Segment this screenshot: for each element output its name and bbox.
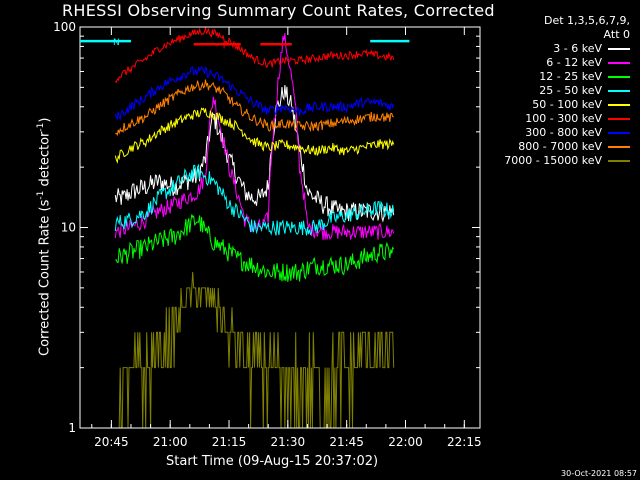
legend-label: 100 - 300 keV — [525, 112, 602, 125]
chart-title: RHESSI Observing Summary Count Rates, Co… — [62, 1, 495, 20]
y-tick-label-1: 10 — [61, 221, 76, 235]
series-line-4 — [114, 107, 395, 164]
legend-label: 300 - 800 keV — [525, 126, 602, 139]
legend-entry-2: 12 - 25 keV — [504, 70, 630, 84]
y-axis-label-end: ) — [37, 117, 53, 123]
series-line-7 — [115, 79, 394, 137]
legend-swatch — [608, 62, 630, 64]
y-tick-label-2: 100 — [53, 20, 76, 34]
series-line-2 — [115, 214, 395, 282]
legend-attenuator: Att 0 — [603, 28, 630, 41]
legend-swatch — [608, 76, 630, 78]
plot-timestamp: 30-Oct-2021 08:57 — [561, 469, 637, 478]
legend-swatch — [608, 90, 630, 92]
series-line-1 — [114, 33, 395, 240]
legend-entry-0: 3 - 6 keV — [504, 42, 630, 56]
legend-swatch — [608, 104, 630, 106]
y-axis-label-main: Corrected Count Rate (s — [37, 199, 53, 356]
legend-label: 6 - 12 keV — [546, 56, 602, 69]
series-line-3 — [114, 163, 395, 236]
legend-label: 50 - 100 keV — [532, 98, 602, 111]
legend-label: 800 - 7000 keV — [518, 140, 602, 153]
series-line-0 — [114, 84, 395, 223]
legend-swatch — [608, 118, 630, 120]
y-axis-label: Corrected Count Rate (s-1 detector-1) — [36, 118, 52, 356]
x-tick-label-6: 22:15 — [447, 435, 482, 449]
legend-detectors: Det 1,3,5,6,7,9, — [543, 14, 630, 27]
x-tick-label-2: 21:15 — [212, 435, 247, 449]
legend-label: 3 - 6 keV — [553, 42, 602, 55]
legend-entry-1: 6 - 12 keV — [504, 56, 630, 70]
y-axis-label-sup1: -1 — [36, 190, 46, 200]
flag-label-0: N — [113, 38, 120, 48]
series-line-8 — [115, 271, 395, 429]
x-tick-label-3: 21:30 — [271, 435, 306, 449]
y-tick-label-0: 1 — [68, 421, 76, 435]
legend-entry-8: 7000 - 15000 keV — [504, 154, 630, 168]
series-line-6 — [114, 65, 395, 122]
legend-swatch — [608, 48, 630, 50]
legend-label: 7000 - 15000 keV — [504, 154, 602, 167]
x-tick-label-4: 21:45 — [329, 435, 364, 449]
legend-label: 12 - 25 keV — [539, 70, 602, 83]
y-axis-label-mid: detector — [37, 131, 53, 191]
legend-swatch — [608, 146, 630, 148]
x-axis-label: Start Time (09-Aug-15 20:37:02) — [166, 454, 379, 469]
legend-entry-6: 300 - 800 keV — [504, 126, 630, 140]
legend-swatch — [608, 160, 630, 162]
legend-entry-4: 50 - 100 keV — [504, 98, 630, 112]
x-tick-label-5: 22:00 — [388, 435, 423, 449]
y-axis-label-sup2: -1 — [36, 122, 46, 132]
legend-label: 25 - 50 keV — [539, 84, 602, 97]
flag-label-1: F — [223, 41, 228, 51]
series-line-5 — [114, 27, 395, 84]
legend-entry-7: 800 - 7000 keV — [504, 140, 630, 154]
legend-swatch — [608, 132, 630, 134]
legend-entry-5: 100 - 300 keV — [504, 112, 630, 126]
legend-entry-3: 25 - 50 keV — [504, 84, 630, 98]
chart-legend: Det 1,3,5,6,7,9, Att 0 3 - 6 keV 6 - 12 k… — [504, 14, 630, 168]
x-tick-label-1: 21:00 — [153, 435, 188, 449]
x-tick-label-0: 20:45 — [94, 435, 129, 449]
